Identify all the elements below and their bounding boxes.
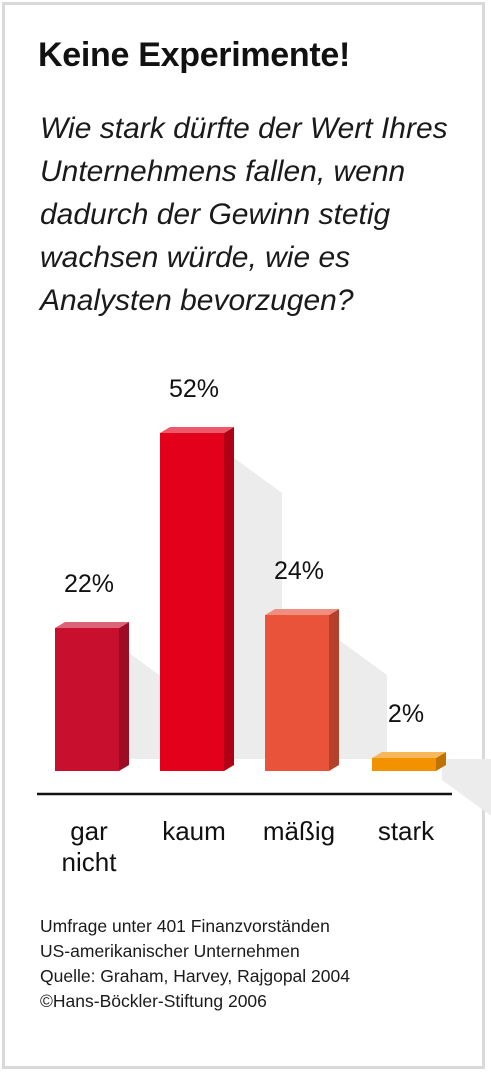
data-label-1: 52%	[169, 375, 219, 403]
category-label-1: kaum	[162, 816, 226, 846]
bar-0-top	[55, 622, 129, 628]
chart-subtitle: Wie stark dürfte der Wert Ihres Unterneh…	[40, 112, 448, 317]
bar-3	[372, 758, 436, 771]
footer-source: Quelle: Graham, Harvey, Rajgopal 2004	[40, 966, 350, 986]
data-label-3: 2%	[388, 700, 424, 728]
bar-1	[160, 433, 224, 771]
bar-2	[265, 615, 329, 771]
footer-survey-line-2: US-amerikanischer Unternehmen	[40, 941, 300, 961]
footer-copyright: ©Hans-Böckler-Stiftung 2006	[40, 991, 267, 1011]
bar-3-top	[372, 752, 446, 758]
bar-2-shadow	[335, 637, 387, 759]
data-label-2: 24%	[274, 557, 324, 585]
bar-2-side	[329, 609, 339, 771]
category-label-0: gar	[70, 816, 108, 846]
footer-survey-line: Umfrage unter 401 Finanzvorständen	[40, 916, 330, 936]
bar-3-side	[436, 752, 446, 771]
bar-3-shadow	[442, 759, 491, 816]
bar-1-top	[160, 427, 234, 433]
chart-title: Keine Experimente!	[38, 36, 351, 74]
bar-0-side	[119, 622, 129, 771]
data-label-0: 22%	[64, 570, 114, 598]
bar-0	[55, 628, 119, 771]
category-label-3: stark	[378, 816, 435, 846]
bar-1-side	[224, 427, 234, 771]
chart-footer: Umfrage unter 401 Finanzvorständen US-am…	[40, 914, 350, 1014]
bars-layer	[55, 427, 491, 816]
category-label-2: mäßig	[263, 816, 335, 846]
bar-2-top	[265, 609, 339, 615]
category-label-0-line1: nicht	[62, 847, 118, 877]
